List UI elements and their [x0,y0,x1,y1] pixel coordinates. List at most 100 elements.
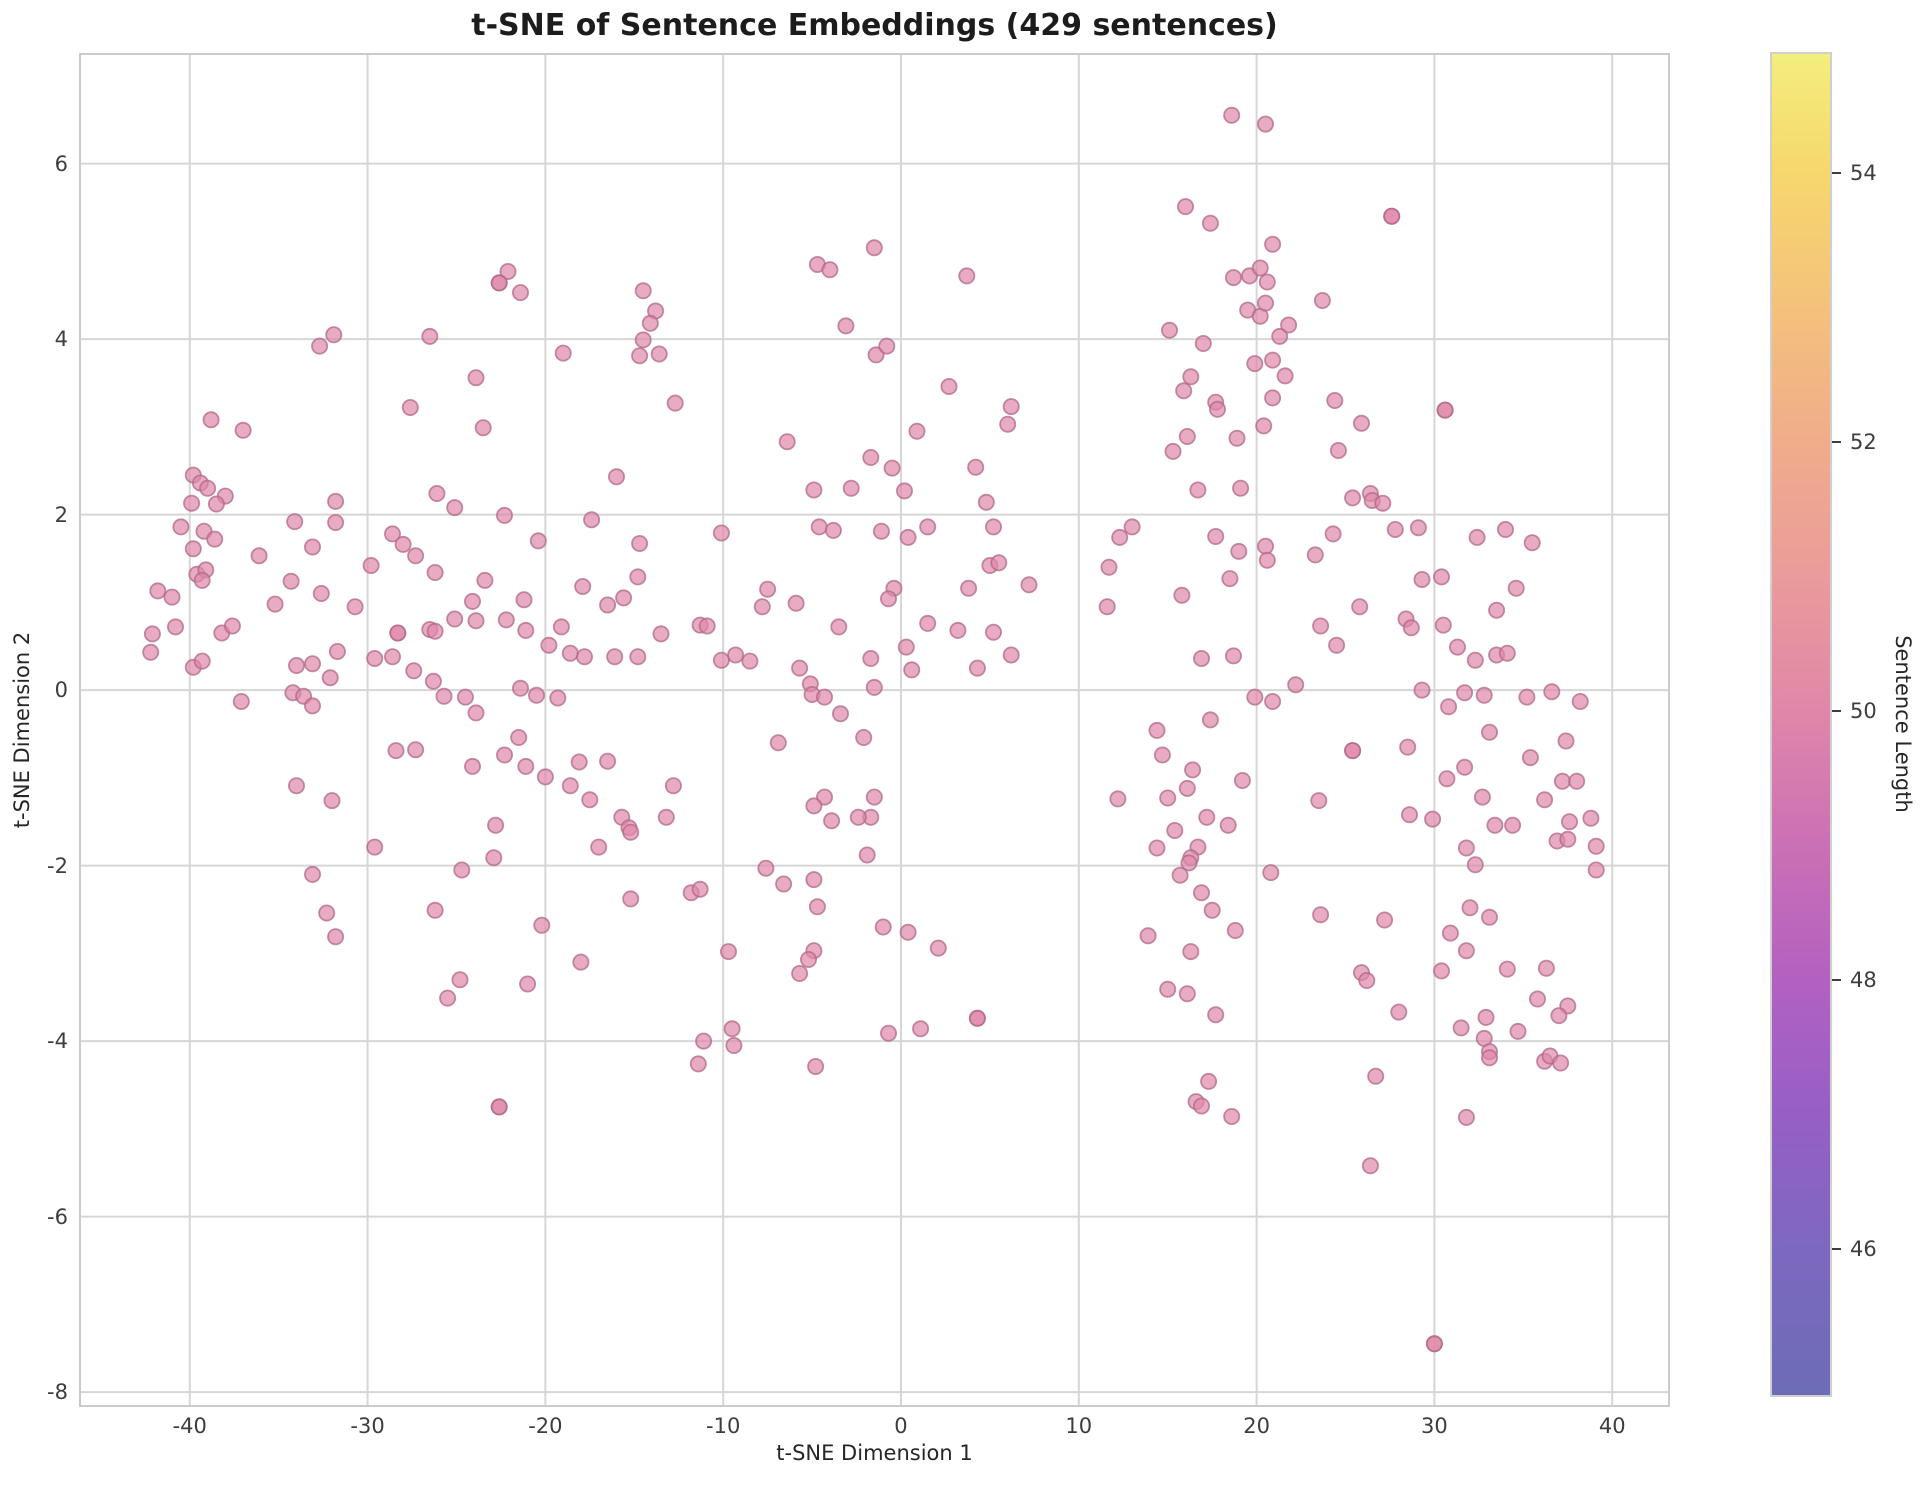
scatter-point [1264,351,1282,369]
scatter-point [960,579,978,597]
scatter-point [1201,711,1219,729]
scatter-point [234,421,252,439]
scatter-point [287,657,305,675]
scatter-point [968,1009,986,1027]
scatter-point [1178,779,1196,797]
scatter-point [1166,822,1184,840]
scatter-point [426,622,444,640]
scatter-point [463,592,481,610]
scatter-point [753,598,771,616]
scatter-point [527,686,545,704]
scatter-point [1193,884,1211,902]
scatter-point [958,267,976,285]
scatter-point [634,331,652,349]
scatter-point [1153,746,1171,764]
scatter-point [1201,214,1219,232]
scatter-point [1456,684,1474,702]
scatter-point [149,582,167,600]
scatter-point [533,916,551,934]
scatter-point [366,650,384,668]
scatter-point [453,861,471,879]
scatter-point [778,433,796,451]
scatter-point [865,788,883,806]
scatter-point [1287,676,1305,694]
scatter-point [1324,525,1342,543]
scatter-point [583,511,601,529]
scatter-point [199,479,217,497]
scatter-point [689,1055,707,1073]
scatter-point [810,518,828,536]
scatter-point [1178,985,1196,1003]
scatter-point [791,965,809,983]
scatter-point [143,625,161,643]
scatter-point [985,623,1003,641]
scatter-point [383,648,401,666]
scatter-point [517,621,535,639]
colorbar-tick-mark [1832,172,1841,175]
scatter-point [495,506,513,524]
colorbar-tick-mark [1832,1248,1841,1251]
scatter-point [823,812,841,830]
scatter-point [467,704,485,722]
scatter-point [1498,960,1516,978]
scatter-point [1171,866,1189,884]
scatter-point [1344,742,1362,760]
scatter-point [1424,810,1442,828]
scatter-point [184,540,202,558]
scatter-point [1264,389,1282,407]
scatter-point [1098,598,1116,616]
scatter-point [554,344,572,362]
scatter-point [967,458,985,476]
scatter-point [1207,1006,1225,1024]
scatter-point [1456,758,1474,776]
scatter-point [821,261,839,279]
scatter-point [536,768,554,786]
scatter-point [1002,646,1020,664]
scatter-point [207,495,225,513]
scatter-point [1399,738,1417,756]
scatter-point [1226,922,1244,940]
scatter-point [1161,321,1179,339]
scatter-point [1353,414,1371,432]
scatter-point [321,669,339,687]
scatter-point [1306,546,1324,564]
scatter-point [424,672,442,690]
scatter-point [874,918,892,936]
scatter-point [517,757,535,775]
scatter-point [775,875,793,893]
scatter-point [1509,1022,1527,1040]
scatter-point [426,563,444,581]
scatter-point [1507,579,1525,597]
scatter-point [940,377,958,395]
scatter-point [362,556,380,574]
scatter-point [1139,927,1157,945]
scatter-point [1543,683,1561,701]
x-tick-label: -40 [172,1414,207,1438]
scatter-point [606,648,624,666]
scatter-point [1148,721,1166,739]
scatter-point [1200,1072,1218,1090]
scatter-point [561,644,579,662]
scatter-point [1182,943,1200,961]
scatter-point [1173,586,1191,604]
x-tick-label: 10 [1065,1414,1093,1438]
scatter-point [757,859,775,877]
x-tick-label: -30 [350,1414,385,1438]
scatter-point [830,618,848,636]
scatter-point [1246,688,1264,706]
scatter-point [867,346,885,364]
scatter-point [622,823,640,841]
x-tick-label: -20 [528,1414,563,1438]
scatter-point [1313,291,1331,309]
scatter-point [791,659,809,677]
scatter-point [495,746,513,764]
scatter-point [1159,789,1177,807]
scatter-point [1223,1108,1241,1126]
scatter-point [725,1037,743,1055]
scatter-point [1449,638,1467,656]
scatter-point [312,585,330,603]
scatter-point [1246,355,1264,373]
scatter-point [1413,681,1431,699]
scatter-point [641,314,659,332]
